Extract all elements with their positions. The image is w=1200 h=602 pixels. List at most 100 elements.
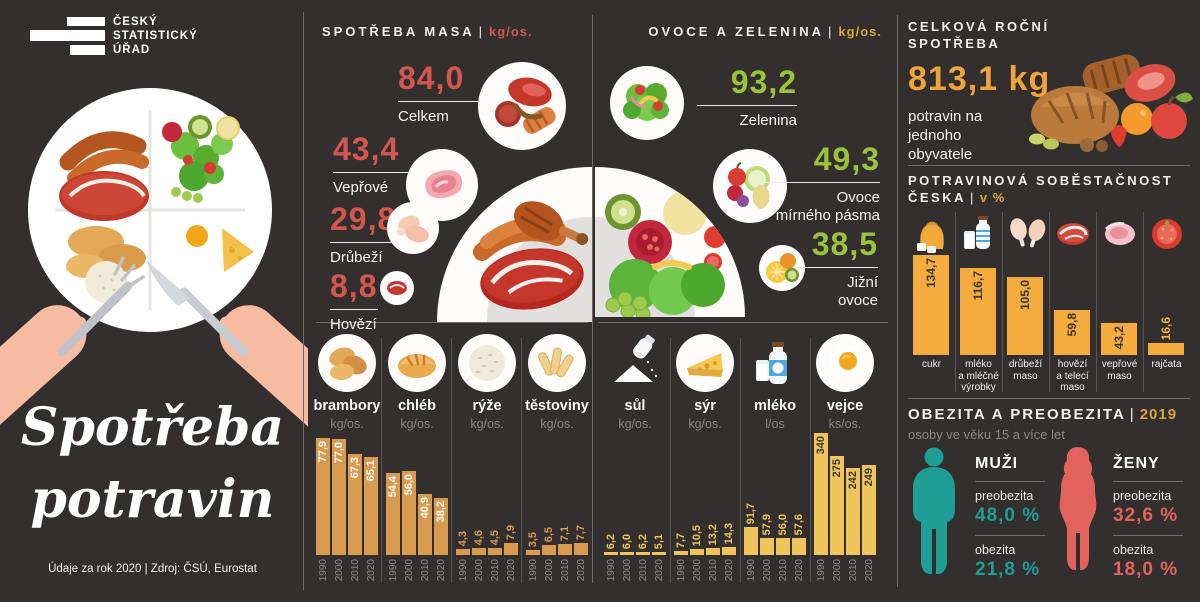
mini-chart-unit: kg/os.: [330, 417, 364, 431]
produce-label: Zelenina: [739, 112, 797, 129]
bar-value: 4,6: [473, 529, 485, 545]
year-label: 2010: [559, 559, 571, 582]
cukr-bar: 134,7: [913, 255, 949, 355]
bar-value: 10,5: [691, 524, 703, 546]
selfsufficiency-label: mléko a mléčné výrobky: [958, 359, 999, 393]
bar-value: 242: [847, 471, 859, 490]
syr-bar-2020: [722, 547, 736, 555]
produce-value: 38,5: [811, 226, 878, 262]
food-pile-illustration: [1029, 54, 1193, 152]
obesity-title: OBEZITA A PREOBEZITA: [908, 406, 1126, 423]
mini-chart-chleb: chléb kg/os. 54,4 1990 56,0 2000 40,9 2010 38,2 2…: [382, 322, 452, 602]
divider: [740, 338, 741, 583]
chleb-bar-1990: 54,4: [386, 473, 400, 555]
bar-value: 275: [831, 459, 843, 478]
year-label: 2000: [543, 559, 555, 582]
obesity-subtitle: osoby ve věku 15 a více let: [908, 427, 1065, 442]
stat-rule: [333, 172, 417, 173]
selfsufficiency-col-rajcata: 16,6 rajčata: [1143, 210, 1190, 400]
selfsufficiency-col-cukr: 134,7 cukr: [908, 210, 955, 400]
brambory-bar-1990: 77,9: [316, 438, 330, 555]
year-label: 2020: [653, 559, 665, 582]
vejce-bar-2020: 249: [862, 465, 876, 555]
man-silhouette-icon: [913, 447, 955, 574]
stat-rule: [760, 182, 880, 183]
mini-chart-syr: sýr kg/os. 7,7 1990 10,5 2000 13,2 2010 14,3 2020: [670, 322, 740, 602]
year-label: 2020: [723, 559, 735, 582]
syr-icon: [676, 334, 734, 392]
bar-value: 7,1: [559, 525, 571, 541]
bar-value: 116,7: [971, 271, 985, 301]
mini-chart-unit: kg/os.: [618, 417, 652, 431]
produce-section-header: OVOCE A ZELENINA | kg/os.: [600, 24, 882, 39]
hovezi-icon: [1053, 213, 1093, 253]
bar-value: 57,6: [793, 513, 805, 535]
bar-value: 105,0: [1018, 280, 1032, 311]
rajcata-icon: [1147, 213, 1187, 253]
separator: |: [478, 24, 486, 39]
bar-value: 16,6: [1159, 316, 1173, 340]
vejce-bar-2010: 242: [846, 468, 860, 555]
mini-chart-label: brambory: [313, 398, 381, 414]
selfsufficiency-title2: ČESKA | v %: [908, 190, 1006, 205]
stat-rule: [330, 242, 392, 243]
annual-desc: potravin na jednoho obyvatele: [908, 108, 983, 163]
bar-value: 59,8: [1065, 313, 1079, 337]
mini-chart-label: těstoviny: [525, 398, 589, 414]
mleko-bar-1990: [744, 527, 758, 555]
brambory-bar-2020: 65,1: [364, 457, 378, 555]
selfsufficiency-label: rajčata: [1151, 359, 1182, 370]
men-preobesity-label: preobezita: [975, 489, 1034, 503]
meat-stat-drubezi: 29,8 Drůbeží: [330, 203, 395, 267]
year-label: 1990: [745, 559, 757, 582]
bar-value: 54,4: [387, 476, 399, 498]
annual-title: CELKOVÁ ROČNÍ SPOTŘEBA: [908, 19, 1050, 51]
meat-unit: kg/os.: [489, 24, 533, 39]
syr-bar-1990: [674, 551, 688, 555]
produce-stat-ovoce-mirneho-pasma: 49,3 Ovoce mírného pásma: [760, 143, 880, 225]
selfsufficiency-label: hovězí a telecí maso: [1056, 359, 1089, 393]
chleb-bar-2020: 38,2: [434, 498, 448, 555]
bar-value: 77,0: [333, 442, 345, 464]
women-obesity-label: obezita: [1113, 543, 1154, 557]
year-label: 2020: [505, 559, 517, 582]
mleko-icon: [746, 334, 804, 392]
csu-logo-bars-icon: [30, 14, 105, 58]
chleb-icon: [388, 334, 446, 392]
bar-value: 6,2: [605, 533, 617, 549]
cukr-icon: [912, 213, 952, 253]
page-title-line: Spotřeba: [20, 397, 285, 458]
year-label: 2000: [333, 559, 345, 582]
selfsufficiency-col-mleko: 116,7 mléko a mléčné výrobky: [955, 210, 1002, 400]
bar-value: 14,3: [723, 522, 735, 544]
year-label: 2000: [473, 559, 485, 582]
divider: [1096, 212, 1097, 392]
selfsufficiency-label: vepřové maso: [1101, 359, 1138, 382]
bar-value: 77,9: [317, 441, 329, 463]
selfsufficiency-unit: v %: [979, 190, 1006, 205]
logo-line: STATISTICKÝ: [113, 30, 198, 42]
brambory-bar-2010: 67,3: [348, 454, 362, 555]
mini-chart-vejce: vejce ks/os. 340 1990 275 2000 242 2010 249 2020: [810, 322, 880, 602]
chleb-bar-2000: 56,0: [402, 471, 416, 555]
testoviny-bar-2000: [542, 545, 556, 555]
year-label: 2010: [777, 559, 789, 582]
plate-hands-illustration: [0, 88, 308, 449]
year-label: 2020: [863, 559, 875, 582]
men-obesity-label: obezita: [975, 543, 1016, 557]
bar-value: 6,2: [637, 533, 649, 549]
year-label: 2010: [419, 559, 431, 582]
year-label: 2000: [831, 559, 843, 582]
mini-chart-unit: kg/os.: [540, 417, 574, 431]
bar-value: 40,9: [419, 497, 431, 519]
bar-value: 13,2: [707, 523, 719, 545]
salad-icon: [610, 66, 684, 140]
selfsufficiency-title: POTRAVINOVÁ SOBĚSTAČNOST: [908, 173, 1174, 188]
year-label: 2010: [349, 559, 361, 582]
divider: [1143, 212, 1144, 392]
year-label: 1990: [605, 559, 617, 582]
obesity-year: 2019: [1139, 406, 1178, 423]
produce-stat-zelenina: 93,2 Zelenina: [697, 66, 797, 130]
brambory-icon: [318, 334, 376, 392]
